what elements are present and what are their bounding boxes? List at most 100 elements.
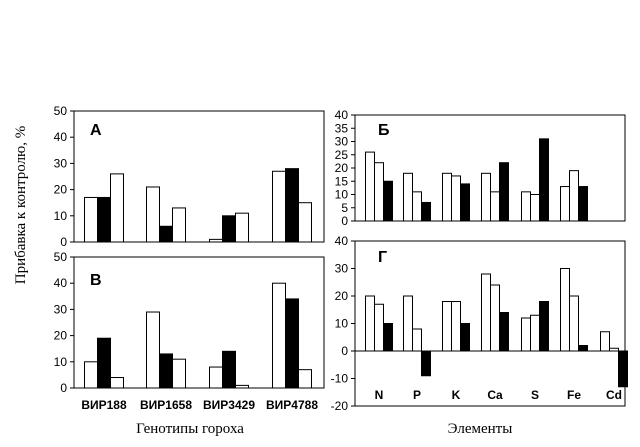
category-label: S [531, 388, 539, 402]
bar [578, 345, 588, 352]
bar [209, 366, 223, 389]
panel-label: В [90, 272, 102, 289]
bar [460, 183, 470, 222]
bar [481, 172, 491, 222]
y-tick-label: 30 [54, 156, 68, 170]
bar [442, 301, 452, 352]
bar [421, 350, 431, 377]
bar [285, 168, 299, 243]
panel-label: Б [378, 122, 390, 139]
y-tick-label: 0 [341, 344, 348, 358]
y-tick-label: 30 [335, 262, 349, 276]
bar [110, 173, 124, 243]
bar [159, 225, 173, 243]
category-label: P [413, 388, 421, 402]
category-label: Fe [567, 388, 581, 402]
y-tick-label: 20 [54, 183, 68, 197]
y-tick-label: 40 [54, 130, 68, 144]
bar [578, 186, 588, 222]
y-tick-label: 5 [341, 201, 348, 215]
bar [235, 212, 249, 243]
chart-panel-Г: -20 -10 0 10 20 30 40 Г N P K Ca S Fe Cd [331, 234, 628, 413]
y-tick-label: 25 [335, 148, 349, 162]
y-tick-label: 40 [335, 234, 349, 248]
panel-label: Г [378, 249, 387, 266]
bar [569, 295, 579, 352]
y-tick-label: 0 [60, 381, 67, 395]
bar [490, 284, 500, 352]
plot-frame [73, 110, 325, 243]
y-axis-title: Прибавка к контролю, % [13, 126, 29, 285]
bar [490, 191, 500, 222]
category-label: ВИР1658 [140, 398, 192, 412]
x-axis-title-left: Генотипы гороха [136, 421, 244, 437]
bar [499, 162, 509, 222]
bar [272, 282, 286, 389]
y-tick-label: 0 [341, 214, 348, 228]
bar [600, 331, 610, 352]
y-tick-label: 40 [54, 276, 68, 290]
bar [539, 301, 549, 352]
x-axis-title-right: Элементы [448, 421, 513, 437]
bar [403, 172, 413, 222]
bar [84, 196, 98, 243]
category-label: K [452, 388, 461, 402]
chart-panel-B: 0 10 20 30 40 50 В ВИР188 ВИР1658 ВИР3429 ВИР4788 [54, 250, 325, 412]
bar [209, 238, 223, 243]
bar [172, 358, 186, 389]
y-tick-label: 35 [335, 121, 349, 135]
chart-panel-A: 0 10 20 30 40 50 А [54, 104, 325, 249]
bar [222, 350, 236, 389]
bar [97, 337, 111, 389]
bar [285, 298, 299, 389]
y-tick-label: 0 [60, 235, 67, 249]
bar [442, 172, 452, 222]
y-tick-label: 20 [54, 329, 68, 343]
category-label: ВИР4788 [266, 398, 318, 412]
bar [421, 201, 431, 222]
y-tick-label: 15 [335, 174, 349, 188]
bar [609, 347, 619, 352]
bar [451, 175, 461, 222]
bar [84, 361, 98, 389]
y-tick-label: 10 [335, 317, 349, 331]
y-tick-label: 30 [335, 135, 349, 149]
bar [539, 138, 549, 222]
bar [272, 170, 286, 243]
bar [365, 151, 375, 222]
bar [618, 350, 628, 388]
bar [374, 303, 384, 352]
bar [521, 191, 531, 222]
y-tick-label: 50 [54, 104, 68, 118]
y-tick-label: 20 [335, 161, 349, 175]
y-tick-label: 40 [335, 108, 349, 122]
bar [481, 273, 491, 352]
y-tick-label: 10 [54, 209, 68, 223]
bar [365, 295, 375, 352]
bar [521, 317, 531, 352]
y-tick-label: 30 [54, 302, 68, 316]
y-tick-label: 50 [54, 250, 68, 264]
plot-frame [73, 256, 325, 389]
bar [412, 191, 422, 222]
y-tick-label: 10 [54, 355, 68, 369]
bar [560, 268, 570, 352]
y-tick-label: -10 [331, 372, 349, 386]
category-label: Ca [487, 388, 503, 402]
bar [172, 207, 186, 243]
bar [298, 202, 312, 243]
bar [146, 186, 160, 243]
bar [222, 215, 236, 243]
bar [460, 323, 470, 352]
category-label: Cd [606, 388, 622, 402]
bar [374, 162, 384, 222]
bar [110, 377, 124, 389]
panel-label: А [90, 122, 102, 139]
y-tick-label: 10 [335, 188, 349, 202]
bar [451, 301, 461, 352]
y-tick-label: 20 [335, 289, 349, 303]
bar [159, 353, 173, 389]
